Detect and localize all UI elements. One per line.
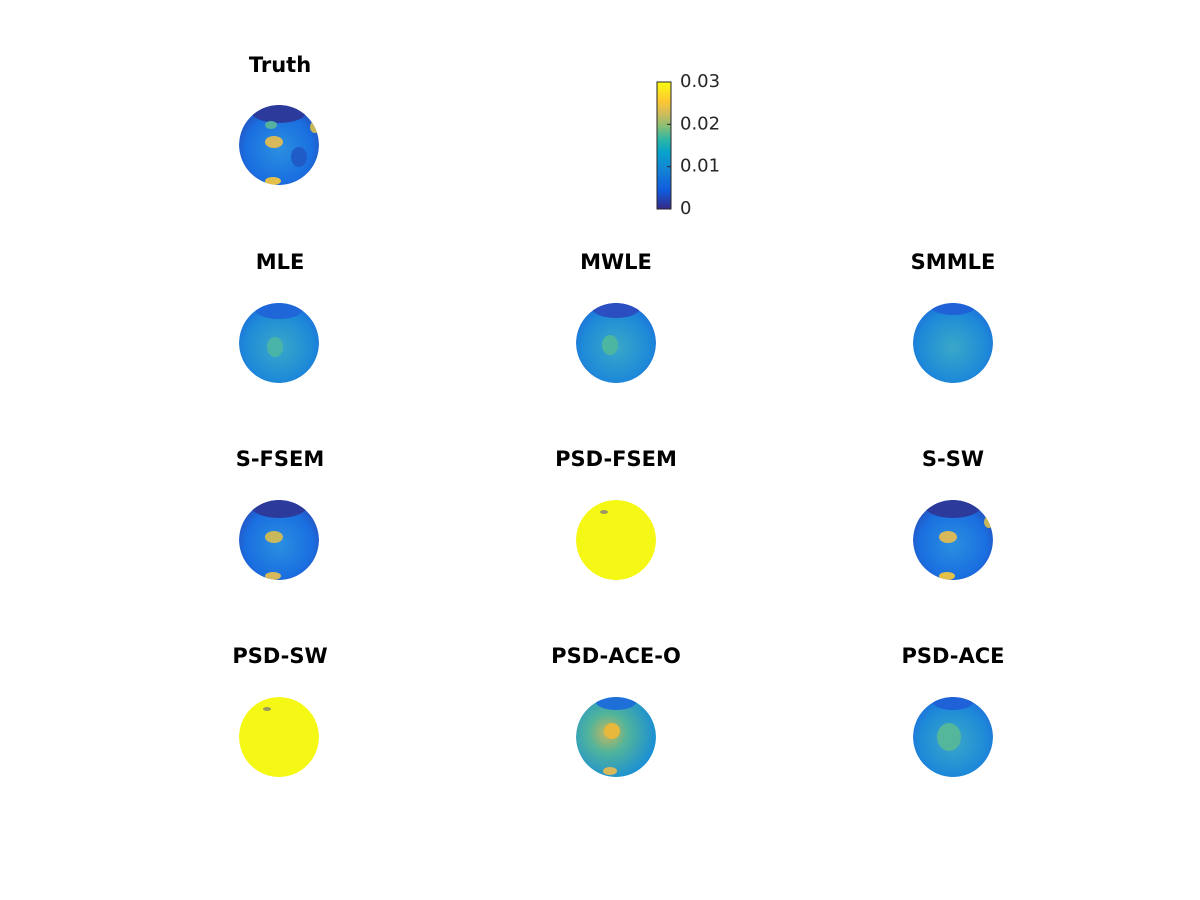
sphere xyxy=(913,500,993,580)
colorbar-tick-label: 0 xyxy=(680,198,691,219)
panel-title: MLE xyxy=(256,250,305,274)
sphere xyxy=(576,303,656,383)
panel: Truth xyxy=(239,53,319,185)
colorbar-tick-label: 0.02 xyxy=(680,113,720,134)
panel-title: S-SW xyxy=(922,447,984,471)
panel: PSD-ACE xyxy=(901,644,1005,777)
panel-title: Truth xyxy=(249,53,311,77)
panel: MWLE xyxy=(576,250,656,383)
panel-title: S-FSEM xyxy=(236,447,325,471)
colorbar-scale xyxy=(656,81,672,210)
colorbar: 0 0.01 0.02 0.03 xyxy=(656,71,720,219)
panel-title: MWLE xyxy=(580,250,652,274)
panel: PSD-FSEM xyxy=(555,447,677,580)
panel-title: SMMLE xyxy=(911,250,996,274)
sphere xyxy=(239,105,319,185)
panel-title: PSD-ACE xyxy=(901,644,1004,668)
panel-title: PSD-SW xyxy=(232,644,327,668)
panel: MLE xyxy=(239,250,319,383)
colorbar-tick-label: 0.03 xyxy=(680,71,720,92)
panel-title: PSD-ACE-O xyxy=(551,644,681,668)
panel: S-SW xyxy=(913,447,993,580)
sphere xyxy=(913,303,993,383)
sphere xyxy=(913,697,993,777)
panel: PSD-SW xyxy=(232,644,328,777)
sphere xyxy=(576,697,656,777)
panel-title: PSD-FSEM xyxy=(555,447,677,471)
panel: SMMLE xyxy=(911,250,996,383)
sphere xyxy=(239,697,319,777)
sphere xyxy=(576,500,656,580)
panel: PSD-ACE-O xyxy=(551,644,681,777)
colorbar-tick-label: 0.01 xyxy=(680,156,720,177)
sphere xyxy=(239,500,319,580)
sphere xyxy=(239,303,319,383)
panel: S-FSEM xyxy=(236,447,325,580)
